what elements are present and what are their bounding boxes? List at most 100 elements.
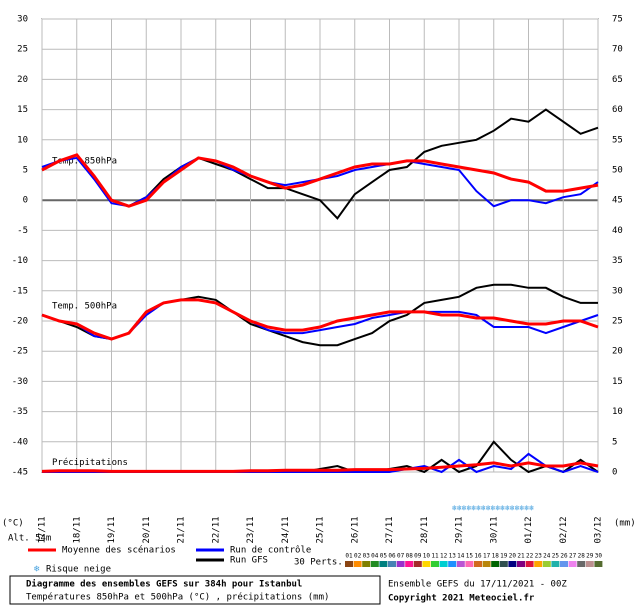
snow-icons: ❄❄❄❄❄❄❄❄❄❄❄❄❄❄❄❄❄ [452,504,534,513]
y2-tick-label: 10 [612,407,623,417]
y-tick-label: 5 [23,166,28,176]
title-box [9,575,381,605]
line-mean [41,298,599,341]
perturbation-swatch [422,561,431,567]
x-tick-label: 27/11 [385,516,395,543]
perturbation-label: 24 [543,553,551,560]
x-tick-label: 21/11 [177,516,187,543]
y-tick-label: 25 [17,45,28,55]
y-tick-label: 30 [17,15,28,25]
y-tick-label: 15 [17,105,28,115]
y2-tick-label: 25 [612,317,623,327]
y2-tick-label: 20 [612,347,623,357]
perturbation-swatch [456,561,465,567]
perturbation-swatch [405,561,414,567]
perturbation-label: 19 [500,553,508,560]
perturbation-label: 20 [509,553,517,560]
copyright: Copyright 2021 Meteociel.fr [388,593,535,604]
perturbation-label: 29 [586,553,594,560]
perturbation-label: 05 [380,553,388,560]
perturbation-label: 27 [569,553,577,560]
y2-tick-label: 35 [612,256,623,266]
y-tick-label: -10 [12,256,28,266]
perturbation-swatch [465,561,474,567]
perturbation-swatch [431,561,439,567]
snow-icon: ❄ [34,565,40,575]
perturbations-label: 30 Perts. [294,558,343,568]
perturbation-swatch [362,561,371,567]
perturbation-label: 14 [457,553,465,560]
x-tick-label: 19/11 [107,516,117,543]
perturbation-label: 01 [345,553,353,560]
perturbation-swatch [379,561,388,567]
y2-unit: (mm) [614,519,636,529]
y-tick-label: -25 [12,347,28,357]
panel-label: Temp. 850hPa [52,157,117,167]
y2-tick-label: 45 [612,196,623,206]
x-tick-label: 03/12 [594,516,604,543]
perturbation-label: 18 [492,553,500,560]
perturbation-swatch [560,561,568,567]
perturbation-label: 02 [354,553,362,560]
chart-title: Diagramme des ensembles GEFS sur 384h po… [26,579,302,590]
x-tick-label: 02/12 [559,516,569,543]
perturbation-label: 04 [371,553,379,560]
perturbation-label: 25 [552,553,560,560]
perturbation-swatch [413,561,422,567]
x-tick-label: 22/11 [211,516,221,543]
x-tick-label: 26/11 [350,516,360,543]
perturbation-swatch [577,561,586,567]
x-tick-label: 28/11 [420,516,430,543]
perturbation-swatch [353,561,362,567]
y2-tick-label: 55 [612,135,623,145]
perturbation-swatch [499,561,508,567]
y2-tick-label: 60 [612,105,623,115]
y2-tick-label: 75 [612,15,623,25]
y2-tick-label: 70 [612,45,623,55]
perturbation-swatch [491,561,500,567]
legend-label: Run GFS [230,556,268,566]
perturbation-swatch [542,561,551,567]
perturbation-label: 09 [414,553,422,560]
x-tick-label: 23/11 [246,516,256,543]
x-tick-label: 01/12 [524,516,534,543]
legend-label: Moyenne des scénarios [62,545,176,556]
y2-tick-label: 5 [612,437,617,447]
y2-tick-label: 15 [612,377,623,387]
perturbation-swatch [534,561,543,567]
y2-tick-label: 30 [612,286,623,296]
perturbation-label: 28 [578,553,586,560]
perturbation-label: 21 [517,553,525,560]
perturbation-swatch [448,561,457,567]
y-tick-label: 20 [17,75,28,85]
x-tick-label: 17/11 [38,516,48,543]
perturbation-label: 03 [363,553,371,560]
altitude: Alt. 54m [8,534,51,544]
perturbation-swatch [474,561,482,567]
perturbation-swatch [594,561,603,567]
perturbation-swatch [439,561,448,567]
perturbation-label: 13 [449,553,457,560]
snow-row: ❄❄❄❄❄❄❄❄❄❄❄❄❄❄❄❄❄ [452,504,534,513]
perturbation-swatch [345,561,353,567]
y-unit: (°C) [2,519,24,529]
perturbation-label: 12 [440,553,448,560]
x-tick-label: 18/11 [72,516,82,543]
snow-label: Risque neige [46,565,111,575]
perturbation-swatch [568,561,577,567]
y-tick-label: -15 [12,286,28,296]
perturbation-label: 11 [431,553,439,560]
line-mean [41,153,599,208]
perturbation-label: 15 [466,553,474,560]
perturbation-swatch [370,561,379,567]
y2-tick-label: 50 [612,166,623,176]
perturbation-swatch [396,561,405,567]
y2-tick-label: 40 [612,226,623,236]
perturbation-label: 22 [526,553,534,560]
perturbation-label: 23 [535,553,543,560]
x-tick-label: 29/11 [455,516,465,543]
y-tick-label: -35 [12,407,28,417]
panel-label: Temp. 500hPa [52,301,117,311]
perturbation-swatch [517,561,525,567]
